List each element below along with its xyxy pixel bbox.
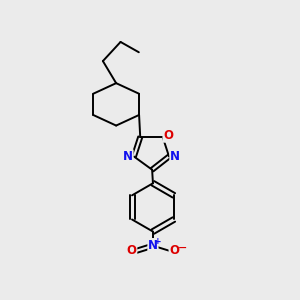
Text: +: + [154, 237, 162, 246]
Text: O: O [169, 244, 179, 257]
Text: O: O [163, 129, 173, 142]
Text: N: N [148, 238, 158, 252]
Text: O: O [127, 244, 137, 257]
Text: N: N [170, 150, 180, 163]
Text: −: − [178, 242, 187, 253]
Text: N: N [123, 150, 133, 163]
